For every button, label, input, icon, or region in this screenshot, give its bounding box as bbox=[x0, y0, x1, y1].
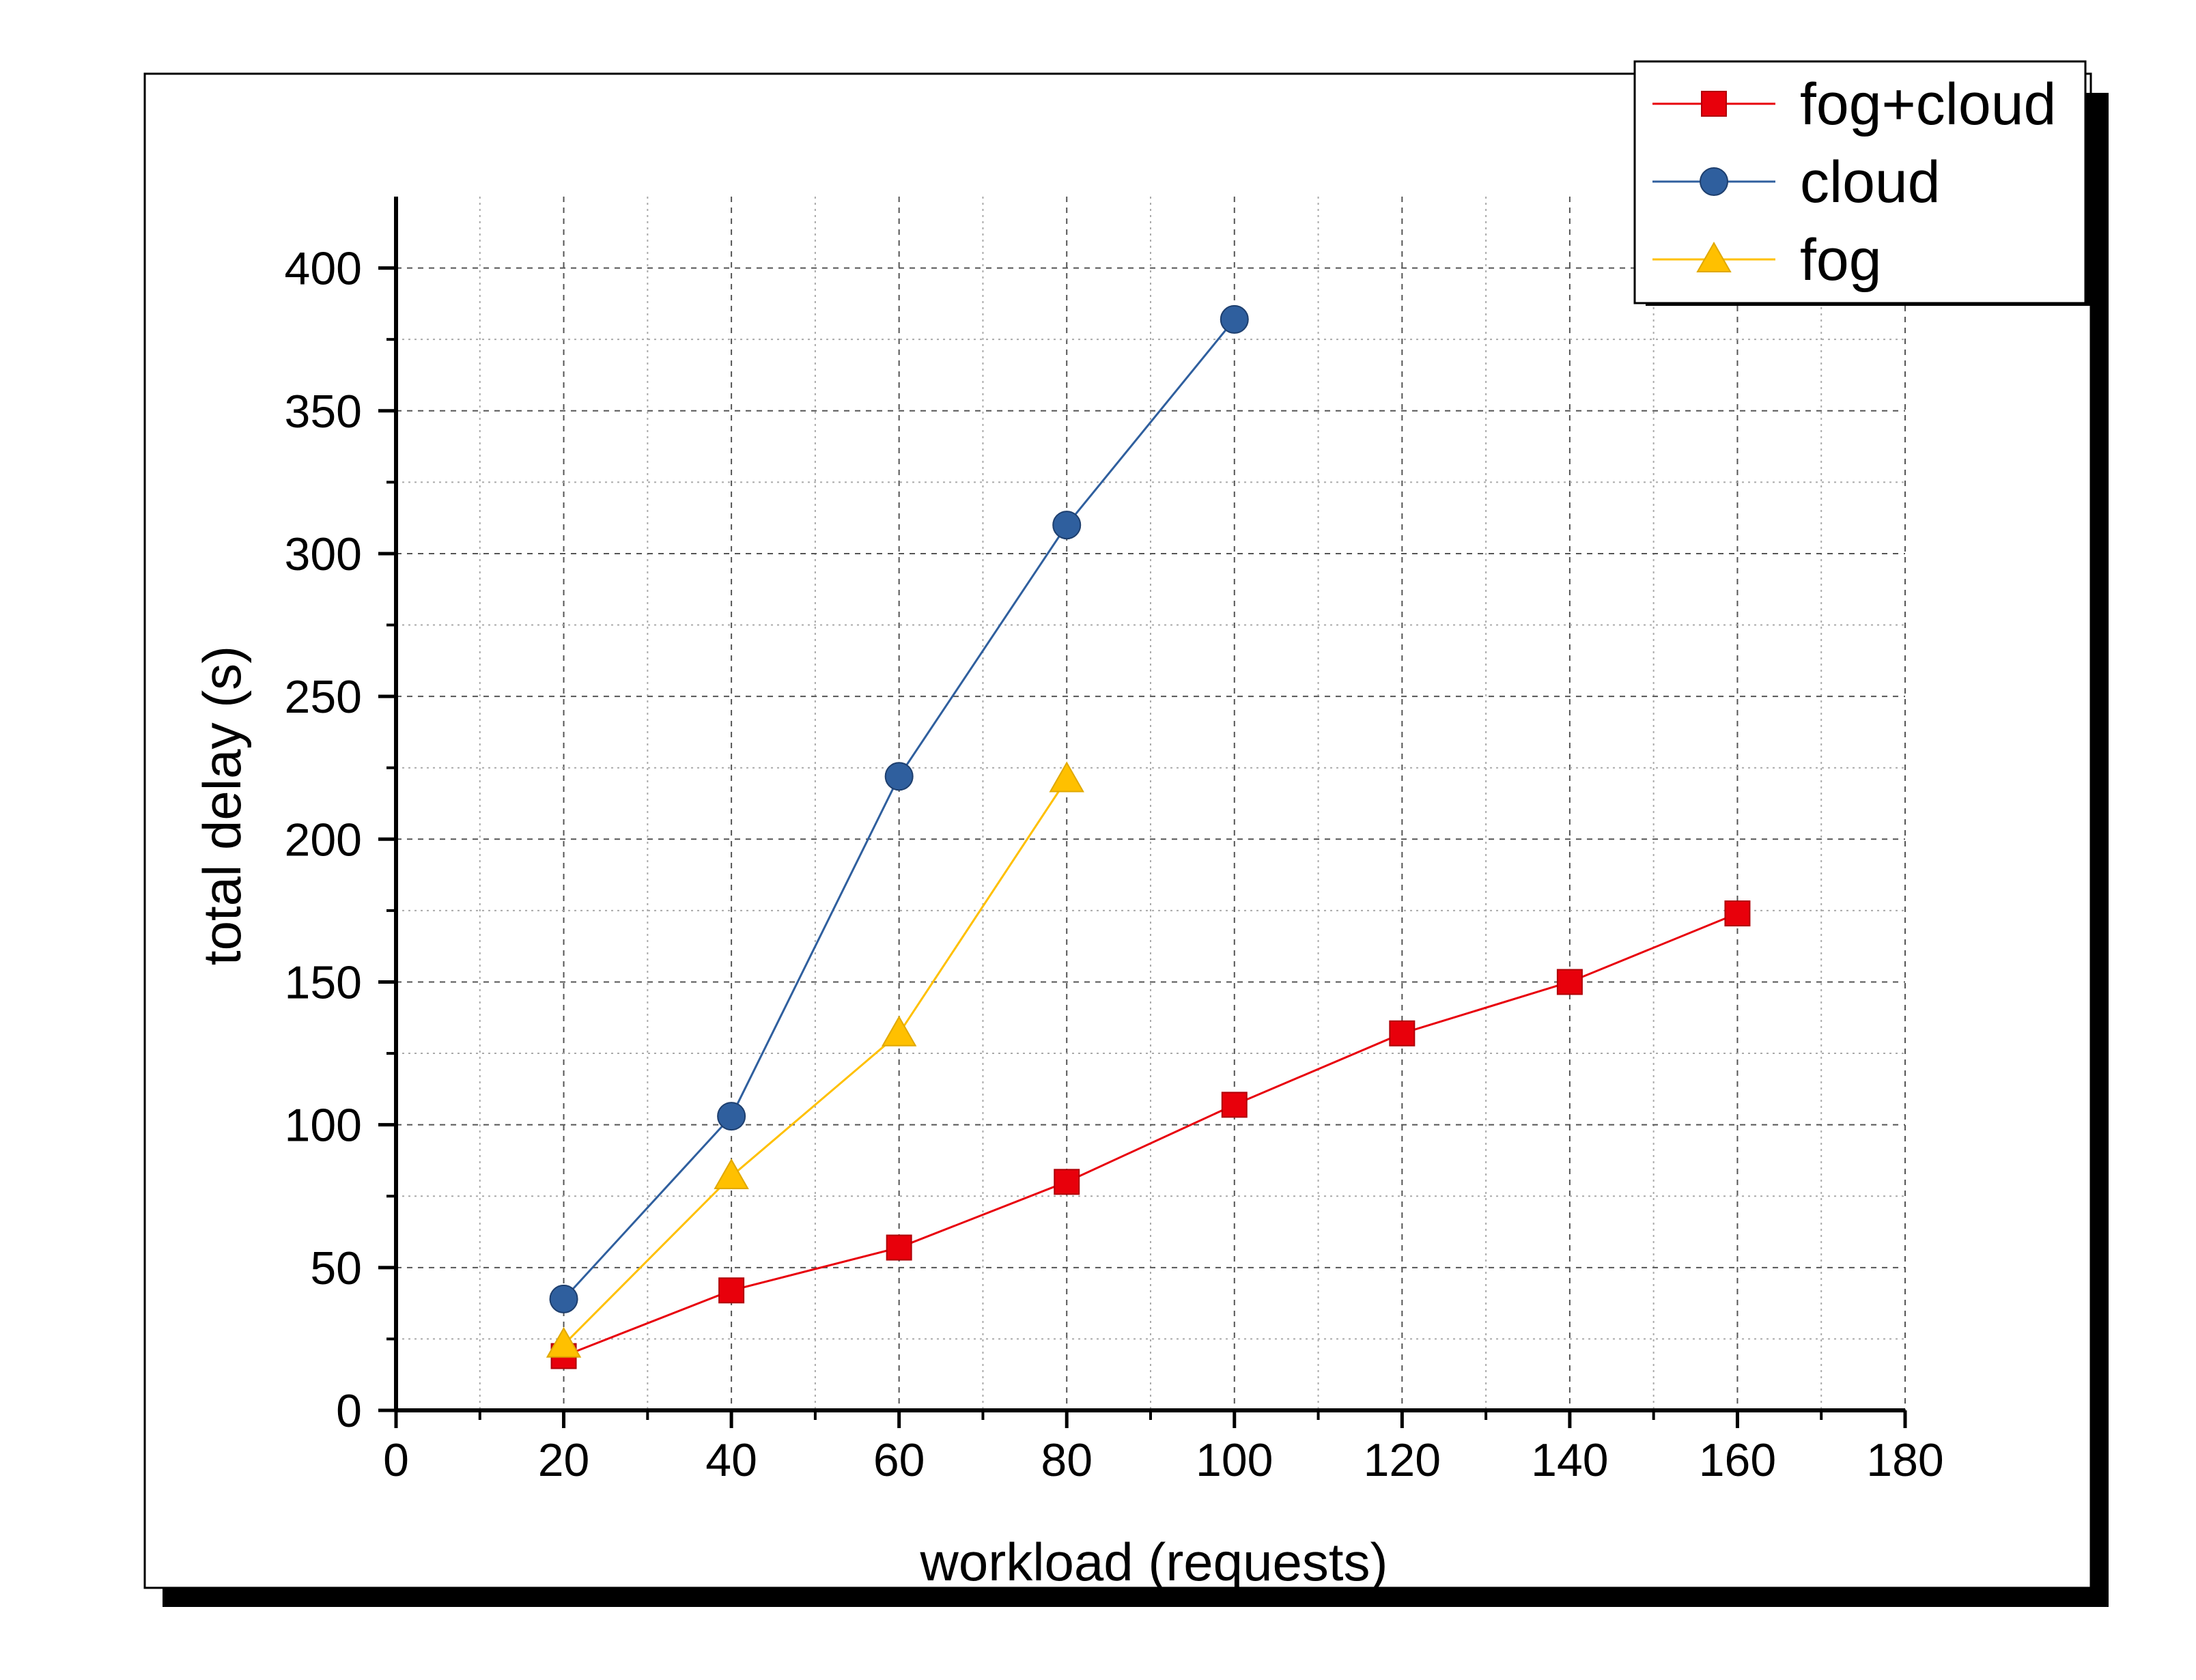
y-tick-label: 0 bbox=[336, 1385, 362, 1437]
data-point bbox=[718, 1277, 745, 1304]
x-tick-label: 100 bbox=[1196, 1434, 1273, 1486]
x-tick-label: 20 bbox=[538, 1434, 590, 1486]
data-point bbox=[714, 1158, 749, 1189]
y-tick-label: 200 bbox=[285, 814, 362, 866]
data-point bbox=[1221, 1092, 1248, 1118]
y-tick-label: 50 bbox=[310, 1242, 362, 1294]
data-point bbox=[1220, 304, 1249, 334]
series-fog-cloud bbox=[550, 900, 1751, 1369]
y-tick-label: 300 bbox=[285, 528, 362, 580]
legend-item: fog bbox=[1652, 227, 1882, 293]
legend-marker bbox=[1700, 167, 1728, 196]
frame bbox=[143, 72, 2092, 1589]
series-line bbox=[563, 912, 1738, 1357]
x-tick-label: 140 bbox=[1531, 1434, 1608, 1486]
legend-marker bbox=[1701, 91, 1727, 117]
data-point bbox=[546, 1326, 582, 1358]
x-tick-label: 80 bbox=[1041, 1434, 1093, 1486]
series-fog bbox=[546, 761, 1084, 1358]
data-point bbox=[884, 762, 914, 791]
data-point bbox=[549, 1284, 578, 1313]
legend-label: cloud bbox=[1800, 150, 1941, 215]
legend-item: fog+cloud bbox=[1652, 72, 2056, 137]
tick-labels: 0 20 40 60 80 100 120 140 160 180 0 50 100 150 200 250 3… bbox=[285, 243, 1944, 1486]
legend-label: fog+cloud bbox=[1800, 72, 2056, 137]
grid bbox=[396, 197, 1906, 1410]
legend: fog+cloud cloud fog bbox=[1633, 60, 2096, 306]
x-tick-label: 120 bbox=[1364, 1434, 1441, 1486]
series-cloud bbox=[549, 304, 1249, 1313]
x-tick-label: 40 bbox=[705, 1434, 757, 1486]
axes bbox=[378, 197, 1907, 1428]
x-tick-label: 0 bbox=[383, 1434, 409, 1486]
data-point bbox=[1556, 969, 1583, 995]
data-point bbox=[717, 1102, 746, 1131]
y-axis-title: total delay (s) bbox=[192, 646, 252, 965]
x-axis-title: workload (requests) bbox=[920, 1532, 1388, 1592]
x-tick-label: 60 bbox=[873, 1434, 925, 1486]
y-tick-label: 150 bbox=[285, 956, 362, 1008]
data-point bbox=[881, 1015, 917, 1047]
data-point bbox=[1052, 511, 1082, 540]
legend-label: fog bbox=[1800, 227, 1882, 293]
y-tick-label: 250 bbox=[285, 671, 362, 723]
y-tick-label: 100 bbox=[285, 1100, 362, 1152]
y-tick-label: 400 bbox=[285, 243, 362, 295]
x-tick-label: 180 bbox=[1866, 1434, 1943, 1486]
data-point bbox=[886, 1234, 912, 1261]
x-tick-label: 160 bbox=[1699, 1434, 1776, 1486]
data-point bbox=[1724, 900, 1751, 927]
series-line bbox=[563, 778, 1068, 1346]
legend-marker bbox=[1696, 241, 1732, 272]
legend-item: cloud bbox=[1652, 150, 1941, 215]
data-point bbox=[1049, 761, 1084, 793]
data-point bbox=[1054, 1169, 1080, 1195]
series bbox=[546, 304, 1751, 1369]
y-tick-label: 350 bbox=[285, 386, 362, 438]
data-point bbox=[1389, 1020, 1416, 1047]
